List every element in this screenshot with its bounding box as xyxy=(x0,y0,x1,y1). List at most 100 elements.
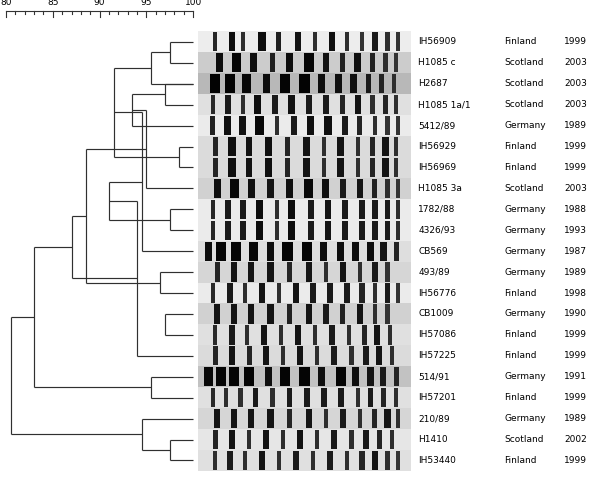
Bar xyxy=(241,95,245,114)
Bar xyxy=(283,242,293,261)
Bar xyxy=(370,95,375,114)
Bar xyxy=(267,262,274,282)
Bar xyxy=(288,221,295,240)
Bar xyxy=(340,53,346,72)
Bar xyxy=(307,116,314,135)
Text: 2003: 2003 xyxy=(564,100,587,109)
Bar xyxy=(340,409,346,428)
Bar xyxy=(323,95,329,114)
Bar xyxy=(321,388,326,407)
Bar xyxy=(198,408,411,429)
Bar xyxy=(304,179,313,198)
Bar xyxy=(211,199,215,219)
Bar xyxy=(356,179,363,198)
Bar xyxy=(385,304,390,324)
Bar xyxy=(304,158,310,177)
Bar xyxy=(286,53,293,72)
Text: 80: 80 xyxy=(0,0,12,7)
Text: 1991: 1991 xyxy=(564,372,587,381)
Bar xyxy=(198,303,411,325)
Bar xyxy=(325,221,331,240)
Bar xyxy=(342,221,348,240)
Bar xyxy=(327,284,333,303)
Bar xyxy=(205,242,212,261)
Bar xyxy=(248,409,254,428)
Bar xyxy=(229,325,235,344)
Bar xyxy=(293,451,299,470)
Bar xyxy=(394,95,398,114)
Bar xyxy=(263,430,269,449)
Bar xyxy=(198,199,411,220)
Text: Finland: Finland xyxy=(504,393,536,402)
Bar xyxy=(198,325,411,345)
Bar xyxy=(385,32,390,52)
Bar xyxy=(280,74,290,93)
Bar xyxy=(345,451,349,470)
Bar xyxy=(198,283,411,303)
Bar xyxy=(238,388,243,407)
Text: 1989: 1989 xyxy=(564,268,587,277)
Bar xyxy=(304,53,314,72)
Bar xyxy=(358,262,362,282)
Bar xyxy=(394,137,398,156)
Bar xyxy=(394,388,398,407)
Bar xyxy=(396,199,400,219)
Text: 85: 85 xyxy=(47,0,59,7)
Bar xyxy=(380,242,386,261)
Bar xyxy=(198,52,411,73)
Bar xyxy=(331,346,337,366)
Bar xyxy=(349,430,353,449)
Bar xyxy=(359,199,365,219)
Bar xyxy=(256,199,263,219)
Bar xyxy=(389,346,394,366)
Text: Germany: Germany xyxy=(504,247,545,256)
Bar xyxy=(340,95,346,114)
Bar xyxy=(267,304,274,324)
Text: 2003: 2003 xyxy=(564,58,587,67)
Bar xyxy=(277,32,281,52)
Bar xyxy=(297,430,304,449)
Text: Finland: Finland xyxy=(504,142,536,151)
Bar xyxy=(241,32,245,52)
Bar xyxy=(227,451,233,470)
Bar xyxy=(224,116,232,135)
Bar xyxy=(364,346,369,366)
Bar xyxy=(352,367,359,386)
Bar xyxy=(385,262,390,282)
Bar xyxy=(263,74,270,93)
Bar xyxy=(370,158,375,177)
Bar xyxy=(383,95,388,114)
Bar xyxy=(271,388,275,407)
Text: Finland: Finland xyxy=(504,330,536,340)
Bar xyxy=(354,53,361,72)
Bar xyxy=(231,409,238,428)
Bar xyxy=(381,388,386,407)
Bar xyxy=(304,388,310,407)
Bar xyxy=(198,94,411,115)
Bar xyxy=(380,367,386,386)
Bar xyxy=(350,74,357,93)
Bar xyxy=(229,367,239,386)
Bar xyxy=(302,242,311,261)
Bar xyxy=(198,31,411,52)
Bar xyxy=(385,179,390,198)
Text: Finland: Finland xyxy=(504,163,536,172)
Text: 493/89: 493/89 xyxy=(418,268,450,277)
Bar xyxy=(198,136,411,157)
Bar xyxy=(394,242,398,261)
Bar xyxy=(198,429,411,450)
Bar xyxy=(249,242,258,261)
Bar xyxy=(373,284,377,303)
Bar xyxy=(344,284,350,303)
Bar xyxy=(358,409,362,428)
Bar xyxy=(293,284,299,303)
Text: Scotland: Scotland xyxy=(504,184,544,193)
Bar xyxy=(287,262,292,282)
Bar xyxy=(244,367,254,386)
Bar xyxy=(225,221,230,240)
Text: Finland: Finland xyxy=(504,351,536,360)
Bar xyxy=(311,451,315,470)
Bar xyxy=(340,304,346,324)
Bar xyxy=(388,325,392,344)
Bar xyxy=(323,262,328,282)
